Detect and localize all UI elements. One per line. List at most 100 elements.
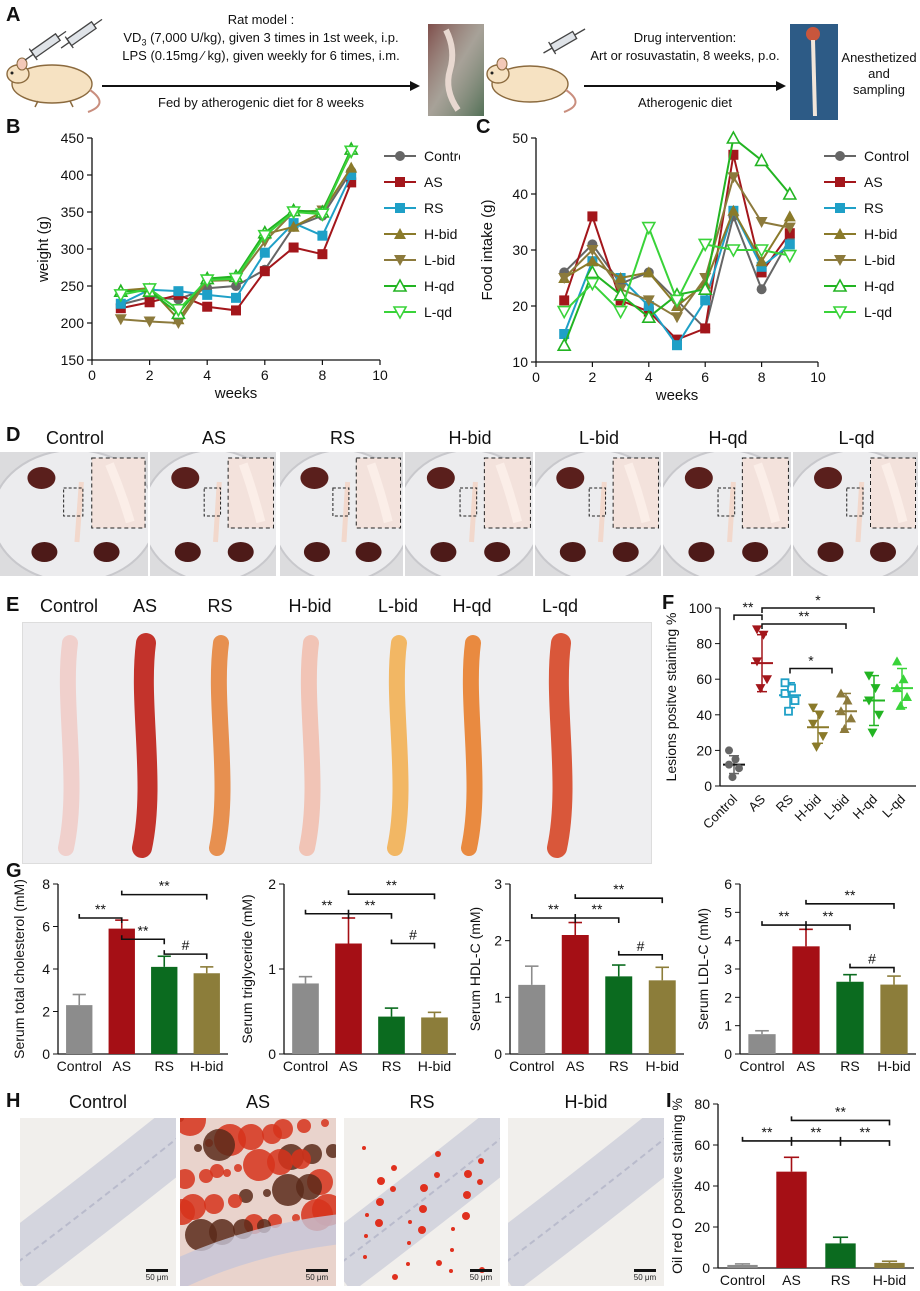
y-tick-label: 0 (42, 1046, 50, 1062)
y-tick-label: 50 (512, 130, 528, 146)
data-point-as (202, 301, 213, 312)
x-tick-label: L-bid (821, 792, 852, 823)
y-tick-label: 4 (42, 961, 50, 977)
y-tick-label: 400 (61, 167, 85, 183)
data-point (725, 760, 733, 769)
data-point (836, 706, 846, 716)
data-point (839, 724, 850, 734)
legend-label: L-bid (424, 252, 455, 268)
significance-label: ** (779, 908, 790, 924)
y-tick-label: 5 (724, 904, 732, 920)
data-point (870, 684, 881, 694)
aorta-sample-photo (790, 24, 838, 120)
y-tick-label: 0 (494, 1046, 502, 1062)
bar-rs (151, 966, 178, 1054)
legend-marker (835, 203, 845, 213)
data-point-h-qd (556, 337, 572, 351)
data-point (725, 746, 733, 755)
significance-bracket (761, 607, 875, 613)
y-tick-label: 10 (512, 354, 528, 370)
significance-label: ** (138, 922, 149, 938)
vd3-line: VD3 (7,000 U/kg), given 3 times in 1st w… (123, 30, 399, 48)
x-tick-label: RS (155, 1058, 174, 1074)
legend-marker (835, 177, 845, 187)
data-point (846, 713, 856, 723)
data-point (728, 773, 737, 782)
legend-marker (395, 151, 405, 161)
legend-label: L-qd (424, 304, 452, 320)
data-point-rs (317, 230, 328, 241)
data-point-as (231, 305, 241, 316)
aorta-kidney-photo (535, 452, 661, 576)
significance-bracket (530, 914, 577, 923)
y-tick-label: 20 (696, 742, 712, 758)
data-point (895, 700, 906, 710)
data-point-rs (756, 261, 767, 272)
aorta-kidney-photo (663, 452, 791, 576)
significance-label: ** (592, 901, 603, 917)
hdl-bar-chart: 0 1 2 3 Serum HDL-C (mM) Control AS RS H-bid ** **… (467, 876, 684, 1074)
x-tick-label: Control (57, 1058, 102, 1074)
data-point-rs (346, 170, 357, 180)
data-point (731, 755, 740, 764)
data-point (780, 689, 790, 698)
data-point (902, 692, 912, 701)
tissue-photo-label: H-bid (448, 428, 492, 448)
x-tick-label: RS (609, 1058, 628, 1074)
panel-label-h: H (6, 1090, 21, 1112)
scale-bar: 50 μm (630, 1269, 660, 1282)
legend-label: Control (864, 148, 909, 164)
aorta-photo-label: RS (207, 596, 233, 616)
significance-label: # (409, 927, 417, 943)
legend-label: H-qd (864, 278, 894, 294)
bar-h-bid (880, 984, 908, 1054)
bar-as (776, 1171, 807, 1268)
data-point-rs (173, 286, 184, 297)
data-point-l-qd (641, 221, 657, 236)
y-axis-label: Lesions positve stainting % (663, 613, 679, 782)
tissue-photo-label: L-qd (838, 428, 875, 448)
data-point (808, 703, 818, 713)
y-tick-label: 3 (494, 876, 502, 892)
data-point-l-qd (556, 305, 572, 320)
y-tick-label: 60 (694, 1137, 710, 1153)
bar-rs (836, 981, 864, 1054)
data-point-l-qd (113, 289, 129, 303)
data-point-as (587, 211, 598, 222)
tissue-photo-label: Control (45, 428, 105, 448)
data-point-h-bid (287, 220, 300, 232)
timeline-arrow-1 (102, 81, 420, 91)
significance-label: ** (823, 908, 834, 924)
y-axis-label: Serum LDL-C (mM) (695, 908, 711, 1030)
bar-control (518, 984, 546, 1054)
aorta-kidney-photo (793, 452, 918, 576)
y-tick-label: 20 (694, 1219, 710, 1235)
x-tick-label: 4 (203, 367, 211, 383)
x-tick-label: 0 (88, 367, 96, 383)
x-tick-label: H-bid (877, 1058, 910, 1074)
x-tick-label: L-qd (879, 792, 908, 821)
legend-marker (834, 228, 846, 239)
aorta-kidney-photo (405, 452, 533, 576)
x-tick-label: AS (339, 1058, 358, 1074)
significance-bracket (617, 950, 664, 960)
y-tick-label: 250 (61, 278, 85, 294)
y-tick-label: 2 (724, 989, 732, 1005)
aorta-photo-label: L-qd (541, 596, 579, 616)
data-point-l-bid (727, 172, 740, 184)
significance-bracket (790, 1116, 891, 1126)
legend-marker (832, 278, 848, 292)
data-point-l-bid (558, 273, 571, 284)
data-point-l-qd (142, 283, 157, 297)
bar-rs (605, 976, 633, 1054)
data-point-l-qd (726, 244, 741, 258)
histology-photo-label: AS (245, 1092, 270, 1112)
data-point-rs (784, 239, 795, 250)
data-point (755, 684, 766, 694)
data-point-l-bid (143, 316, 156, 328)
histology-photo-label: Control (68, 1092, 128, 1112)
panel-a-scheme (6, 18, 838, 120)
aorta-kidney-photo (150, 452, 276, 576)
x-tick-label: 10 (810, 369, 826, 385)
significance-bracket (120, 935, 166, 945)
